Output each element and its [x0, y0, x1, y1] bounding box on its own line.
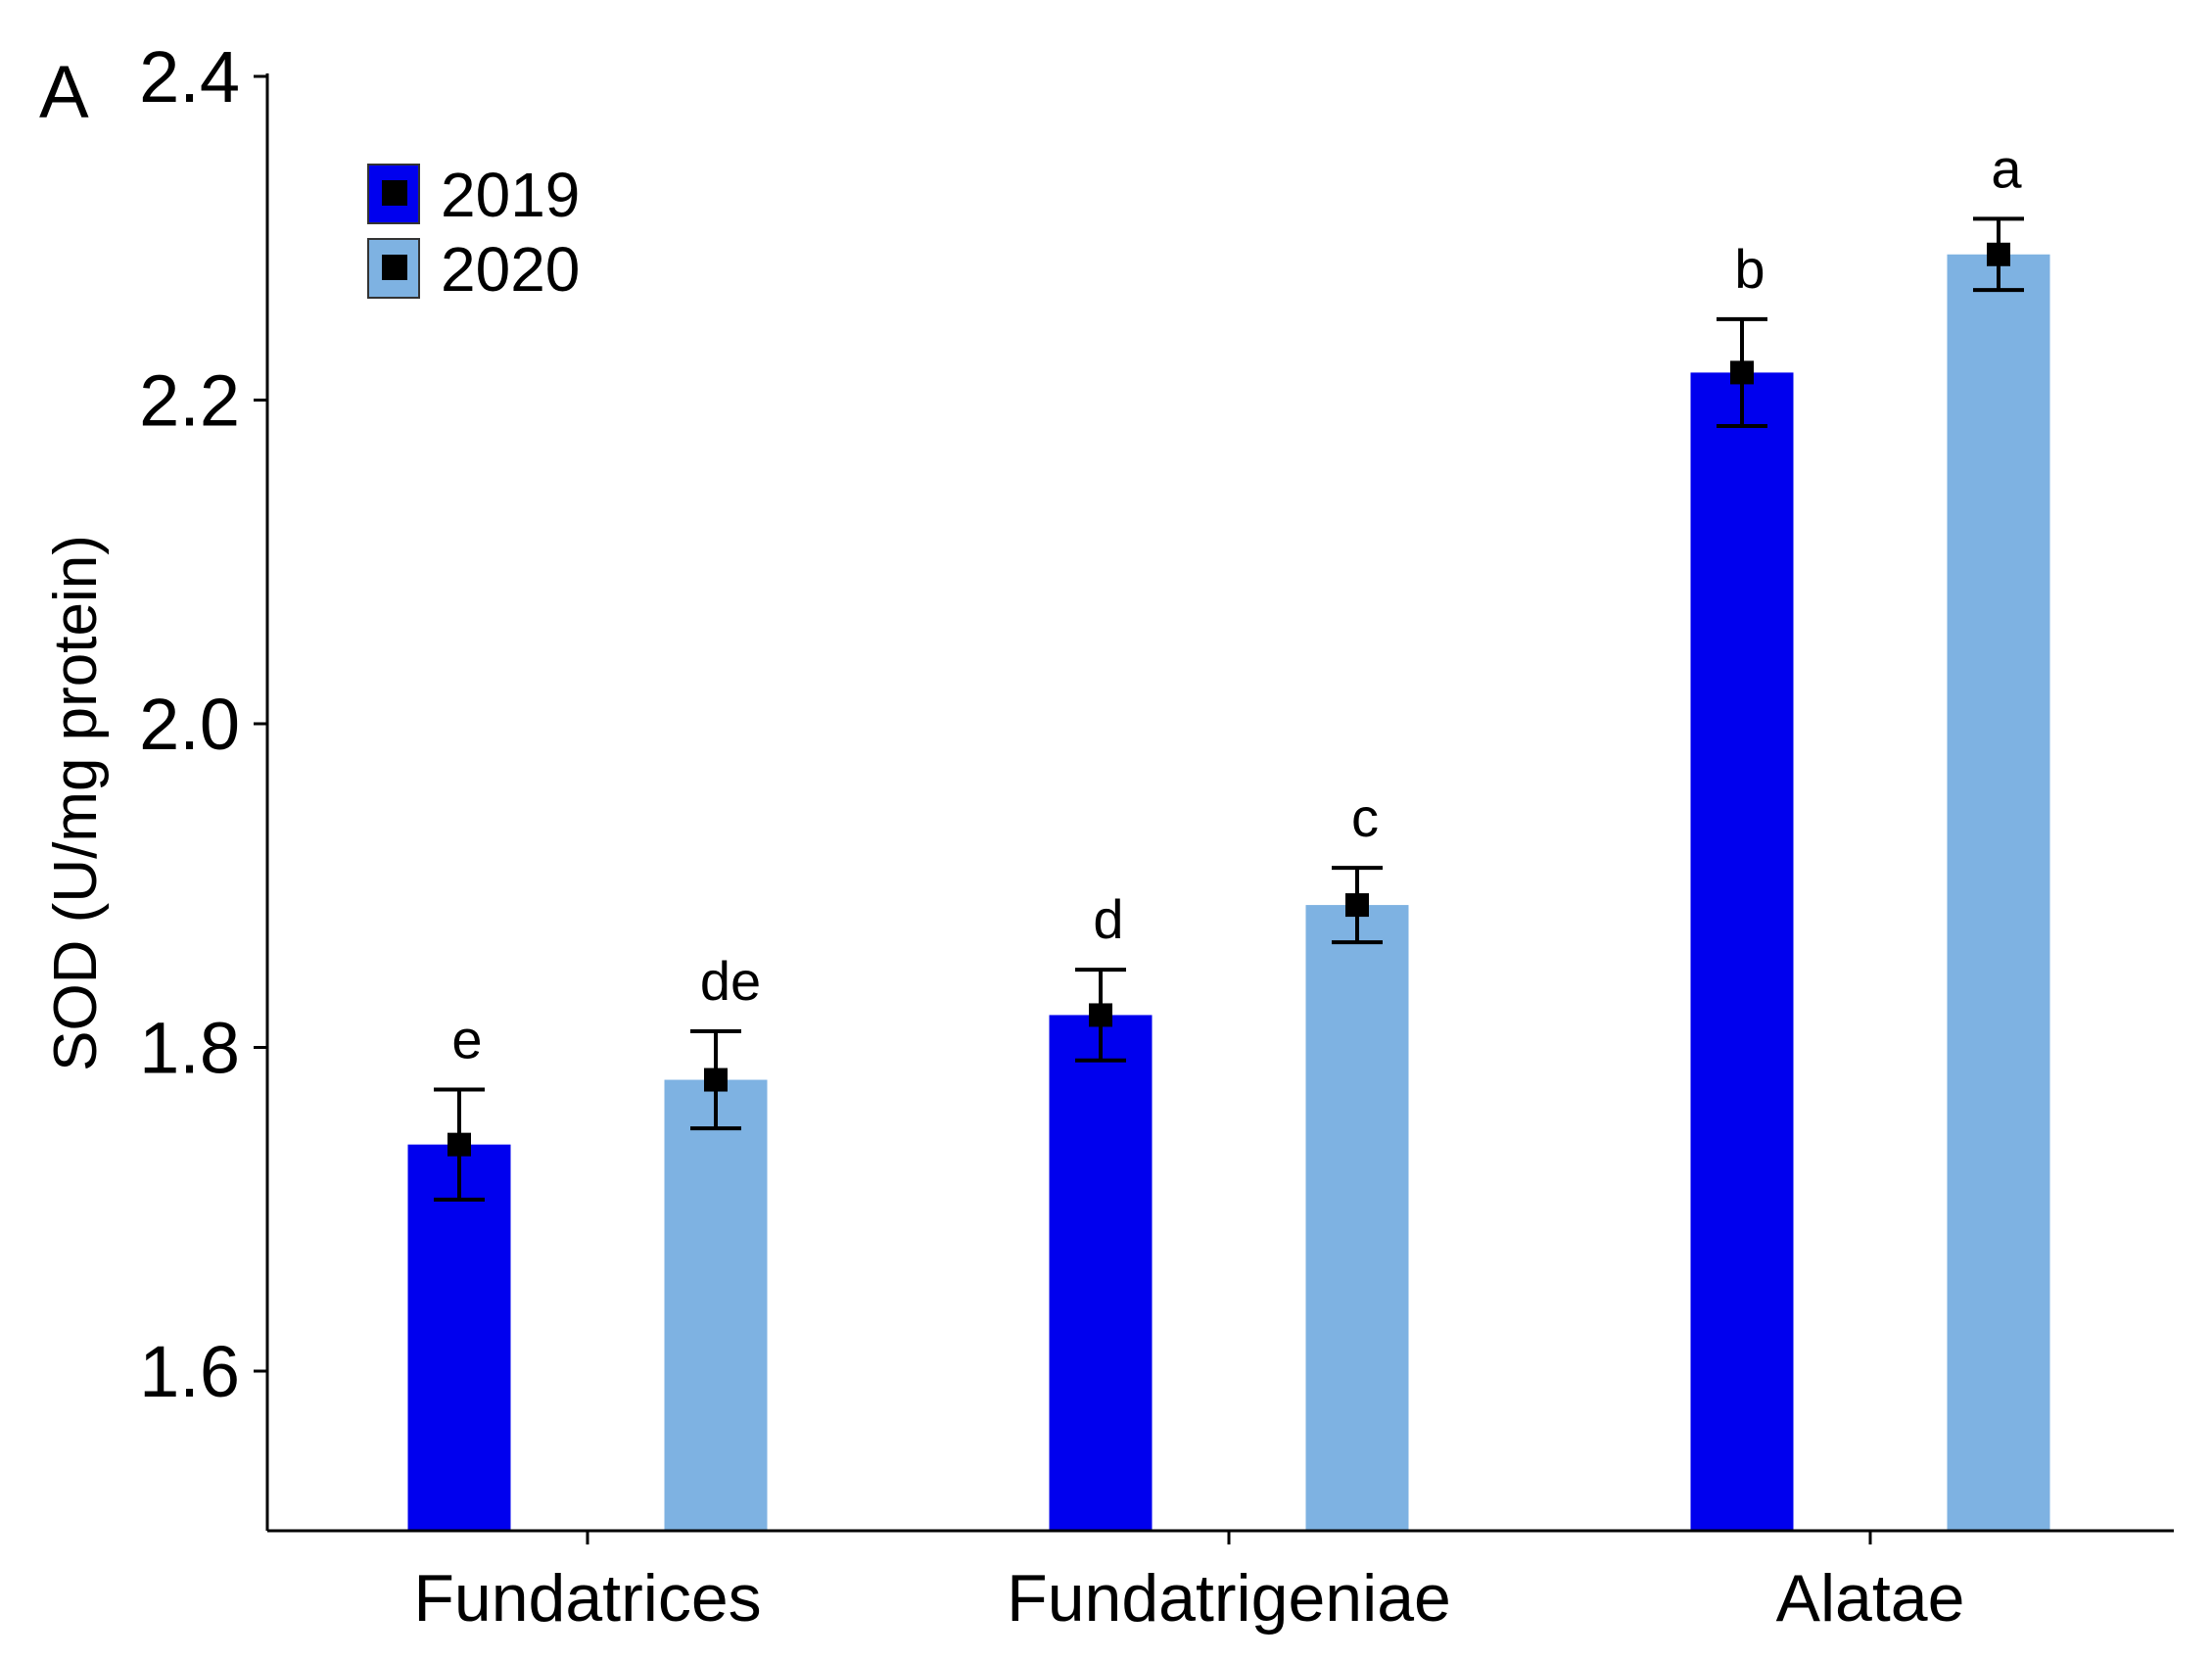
bar-2019-alatae [1690, 372, 1794, 1532]
bar-2019-fundatrices [407, 1144, 511, 1531]
x-tick-label: Alatae [1776, 1561, 1965, 1636]
panel-label: A [39, 51, 89, 134]
significance-letter: de [700, 950, 761, 1012]
mean-marker [1730, 360, 1754, 385]
bar-2020-alatae [1947, 254, 2050, 1531]
significance-letter: e [451, 1008, 482, 1069]
mean-marker [447, 1132, 471, 1157]
y-tick-label: 2.0 [139, 684, 240, 765]
legend-swatch-2020 [367, 238, 420, 299]
y-tick-label: 2.2 [139, 360, 240, 442]
legend-label-2019: 2019 [441, 160, 580, 230]
mean-marker [1345, 893, 1369, 918]
y-tick-label: 1.6 [139, 1331, 240, 1412]
axes-layer [254, 73, 2174, 1544]
legend-marker [382, 180, 407, 206]
labels-layer: e d b de c a 1.6 1.8 2.0 2.2 2.4 Fundatrices Fundatr… [39, 36, 2022, 1636]
x-tick-label: Fundatrices [413, 1561, 761, 1636]
mean-marker [1089, 1003, 1112, 1027]
mean-marker [704, 1068, 728, 1092]
significance-letter: b [1734, 238, 1765, 300]
error-bars-layer [434, 216, 2024, 1202]
significance-letter: c [1351, 786, 1379, 848]
bar-2020-fundatrices [664, 1079, 768, 1531]
legend-marker [382, 255, 407, 280]
mean-marker [1987, 242, 2010, 266]
significance-letter: a [1991, 137, 2022, 199]
x-tick-label: Fundatrigeniae [1007, 1561, 1451, 1636]
bars-layer [407, 254, 2050, 1532]
y-tick-label: 2.4 [139, 36, 240, 118]
bar-2020-fundatrigeniae [1305, 905, 1409, 1531]
y-tick-label: 1.8 [139, 1008, 240, 1089]
significance-letter: d [1093, 888, 1123, 950]
y-axis-title: SOD (U/mg protein) [42, 535, 110, 1071]
bar-2019-fundatrigeniae [1049, 1015, 1153, 1531]
legend-label-2020: 2020 [441, 234, 580, 305]
